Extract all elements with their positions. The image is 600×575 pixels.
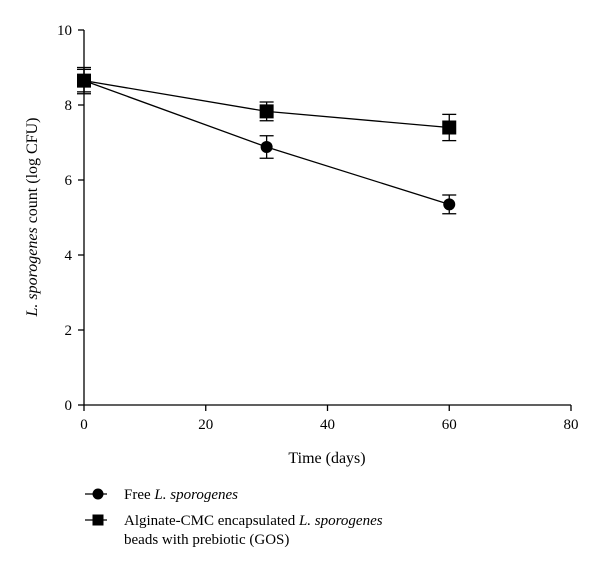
x-tick-label: 60: [442, 417, 457, 433]
axes: [83, 30, 571, 406]
y-axis-title-rest: count (log CFU): [24, 118, 41, 228]
data-point-square: [259, 104, 274, 119]
legend-item-free: Free L. sporogenes: [85, 487, 238, 503]
x-tick-label: 0: [80, 417, 88, 433]
series-square: [77, 66, 457, 142]
legend-label-encapsulated-plain: Alginate-CMC encapsulated: [124, 513, 299, 529]
x-tick-label: 20: [198, 417, 213, 433]
series-layer: [77, 66, 457, 215]
legend-label-encapsulated-line2: beads with prebiotic (GOS): [124, 532, 289, 548]
legend-marker-square: [92, 514, 104, 526]
y-tick-label: 6: [65, 173, 73, 189]
data-point-square: [442, 120, 457, 135]
legend-item-encapsulated: Alginate-CMC encapsulated L. sporogenes …: [85, 513, 383, 548]
y-tick-label: 2: [65, 323, 73, 339]
x-tick-label: 80: [564, 417, 579, 433]
legend-marker-circle: [92, 488, 104, 500]
legend-label-free: Free L. sporogenes: [124, 487, 238, 503]
data-point-circle: [260, 141, 273, 153]
y-tick-label: 0: [65, 398, 73, 414]
x-ticks: 0 20 40 60 80: [80, 405, 579, 433]
x-tick-label: 40: [320, 417, 335, 433]
y-ticks: 0 2 4 6 8 10: [57, 23, 84, 414]
data-point-square: [77, 73, 91, 88]
y-axis-title-italic: L. sporogenes: [24, 227, 41, 317]
legend-label-encapsulated: Alginate-CMC encapsulated L. sporogenes: [124, 513, 383, 529]
y-tick-label: 4: [65, 248, 73, 264]
legend-label-free-italic: L. sporogenes: [153, 487, 238, 503]
x-axis-title: Time (days): [288, 450, 365, 467]
y-tick-label: 10: [57, 23, 72, 39]
y-axis-title: L. sporogenes count (log CFU): [24, 118, 41, 318]
legend-label-free-plain: Free: [124, 487, 154, 503]
series-circle: [77, 68, 457, 215]
data-point-circle: [443, 198, 456, 211]
y-tick-label: 8: [65, 98, 73, 114]
legend-label-encapsulated-italic: L. sporogenes: [298, 513, 383, 529]
legend: Free L. sporogenes Alginate-CMC encapsul…: [85, 487, 383, 548]
